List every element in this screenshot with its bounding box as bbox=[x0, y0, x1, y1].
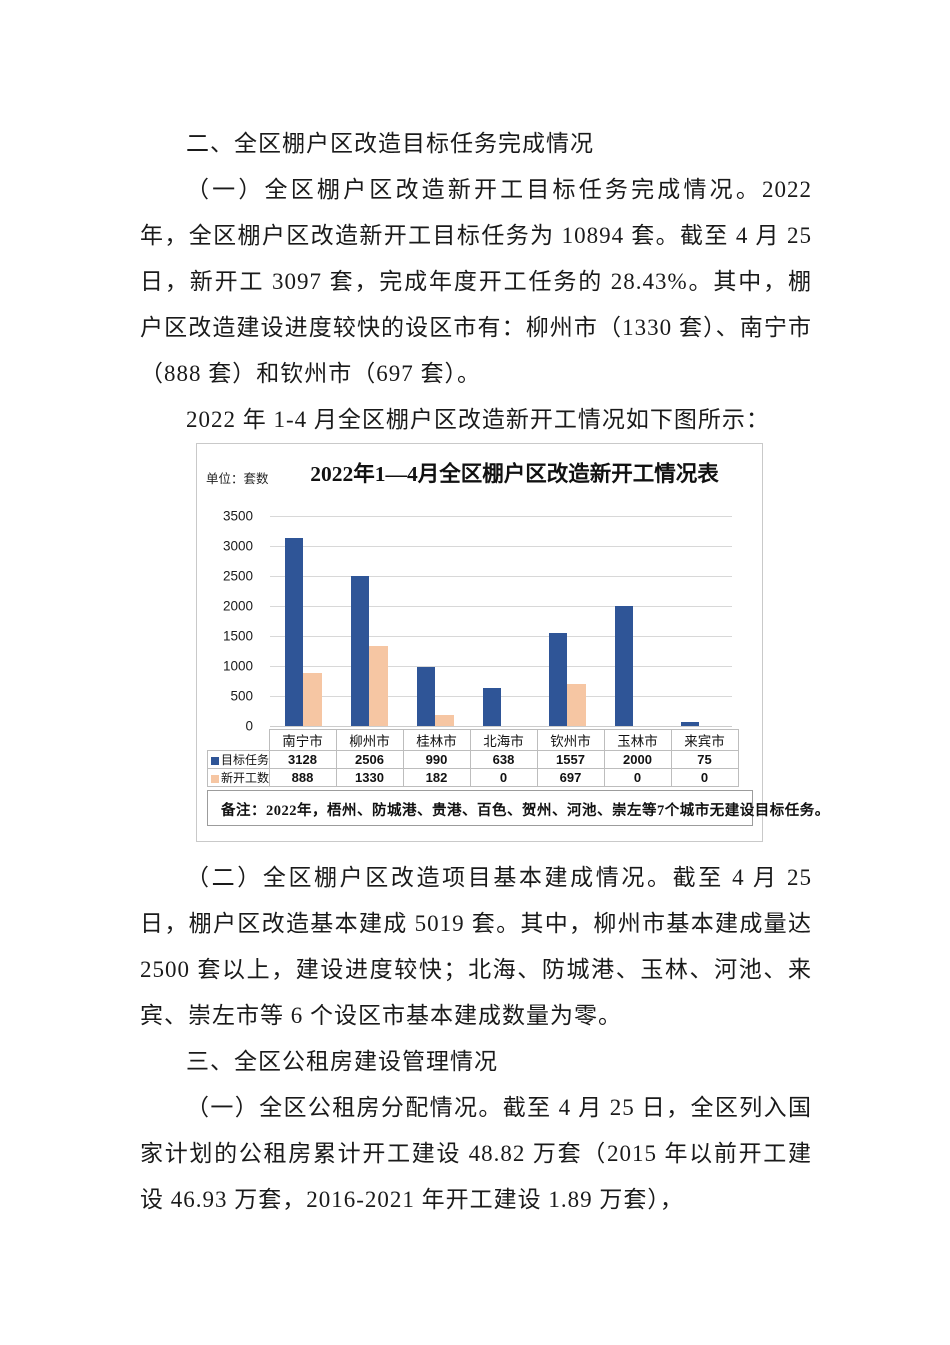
y-tick-label: 3000 bbox=[222, 538, 253, 554]
bar-target bbox=[548, 632, 567, 726]
table-value-cell: 1557 bbox=[536, 750, 605, 769]
bar-target bbox=[680, 721, 699, 726]
y-tick-label: 2500 bbox=[222, 568, 253, 584]
document-body: 二、全区棚户区改造目标任务完成情况 （一）全区棚户区改造新开工目标任务完成情况。… bbox=[140, 121, 829, 1223]
gridline bbox=[270, 606, 732, 607]
table-value-cell: 0 bbox=[469, 768, 538, 787]
table-city-cell: 钦州市 bbox=[536, 729, 605, 751]
y-tick-label: 3500 bbox=[222, 508, 253, 524]
bar-target bbox=[416, 666, 435, 726]
legend-swatch-target bbox=[211, 756, 219, 765]
table-row-new-starts: 新开工数 888 1330 182 0 697 0 0 bbox=[207, 768, 739, 787]
bar-chart-figure: 2022年1—4月全区棚户区改造新开工情况表 单位：套数 3500 3000 250… bbox=[196, 443, 829, 842]
table-corner-cell bbox=[208, 730, 270, 751]
paragraph-new-starts: （一）全区棚户区改造新开工目标任务完成情况。2022 年，全区棚户区改造新开工目… bbox=[140, 177, 812, 386]
table-value-cell: 697 bbox=[536, 768, 605, 787]
y-tick-label: 500 bbox=[230, 688, 253, 704]
gridline bbox=[270, 516, 732, 517]
legend-cell-target: 目标任务 bbox=[207, 750, 270, 769]
table-value-cell: 2000 bbox=[603, 750, 672, 769]
chart-plot-area bbox=[270, 516, 732, 727]
bar-target bbox=[482, 687, 501, 726]
y-tick-label: 2000 bbox=[222, 598, 253, 614]
table-value-cell: 182 bbox=[402, 768, 471, 787]
chart-y-axis: 3500 3000 2500 2000 1500 1000 500 0 bbox=[197, 509, 259, 734]
table-value-cell: 0 bbox=[603, 768, 672, 787]
table-value-cell: 2506 bbox=[335, 750, 404, 769]
table-city-cell: 来宾市 bbox=[670, 729, 739, 751]
chart-title: 2022年1—4月全区棚户区改造新开工情况表 bbox=[310, 462, 719, 486]
table-city-cell: 南宁市 bbox=[268, 729, 337, 751]
section-heading-3: 三、全区公租房建设管理情况 bbox=[186, 1049, 498, 1074]
legend-swatch-new-starts bbox=[211, 774, 219, 783]
chart-note-text: 备注：2022年，梧州、防城港、贵港、百色、贺州、河池、崇左等7个城市无建设目标… bbox=[221, 803, 830, 819]
section-heading-2: 二、全区棚户区改造目标任务完成情况 bbox=[186, 131, 594, 156]
paragraph-chart-intro: 2022 年 1-4 月全区棚户区改造新开工情况如下图所示： bbox=[186, 407, 770, 432]
table-value-cell: 1330 bbox=[335, 768, 404, 787]
chart-note-box: 备注：2022年，梧州、防城港、贵港、百色、贺州、河池、崇左等7个城市无建设目标… bbox=[207, 790, 829, 826]
y-tick-label: 0 bbox=[245, 718, 253, 734]
table-value-cell: 638 bbox=[469, 750, 538, 769]
table-city-cell: 北海市 bbox=[469, 729, 538, 751]
paragraph-public-housing: （一）全区公租房分配情况。截至 4 月 25 日，全区列入国家计划的公租房累计开… bbox=[140, 1095, 812, 1212]
gridline bbox=[270, 636, 732, 637]
table-value-cell: 75 bbox=[670, 750, 739, 769]
table-city-cell: 柳州市 bbox=[335, 729, 404, 751]
bar-target bbox=[284, 538, 303, 726]
bar-target bbox=[614, 606, 633, 726]
y-tick-label: 1000 bbox=[222, 658, 253, 674]
bar-target bbox=[350, 575, 369, 726]
bar-new-starts bbox=[567, 684, 586, 726]
chart-data-table: 南宁市 柳州市 桂林市 北海市 钦州市 玉林市 来宾市 目标任务 3128 2506 990 638 1… bbox=[207, 729, 739, 787]
paragraph-completed: （二）全区棚户区改造项目基本建成情况。截至 4 月 25 日，棚户区改造基本建成… bbox=[140, 865, 812, 1028]
legend-cell-new-starts: 新开工数 bbox=[207, 768, 270, 787]
table-city-cell: 桂林市 bbox=[402, 729, 471, 751]
bar-new-starts bbox=[435, 715, 454, 726]
table-header-row: 南宁市 柳州市 桂林市 北海市 钦州市 玉林市 来宾市 bbox=[208, 729, 739, 751]
table-city-cell: 玉林市 bbox=[603, 729, 672, 751]
table-value-cell: 0 bbox=[670, 768, 739, 787]
legend-label-new-starts: 新开工数 bbox=[221, 771, 269, 785]
legend-label-target: 目标任务 bbox=[221, 753, 269, 767]
gridline bbox=[270, 666, 732, 667]
table-value-cell: 3128 bbox=[268, 750, 337, 769]
table-value-cell: 888 bbox=[268, 768, 337, 787]
gridline bbox=[270, 546, 732, 547]
gridline bbox=[270, 696, 732, 697]
chart-unit-label: 单位：套数 bbox=[206, 472, 269, 486]
y-tick-label: 1500 bbox=[222, 628, 253, 644]
bar-new-starts bbox=[369, 646, 388, 726]
gridline bbox=[270, 576, 732, 577]
bar-new-starts bbox=[303, 672, 322, 726]
table-row-target: 目标任务 3128 2506 990 638 1557 2000 75 bbox=[207, 750, 739, 769]
table-value-cell: 990 bbox=[402, 750, 471, 769]
